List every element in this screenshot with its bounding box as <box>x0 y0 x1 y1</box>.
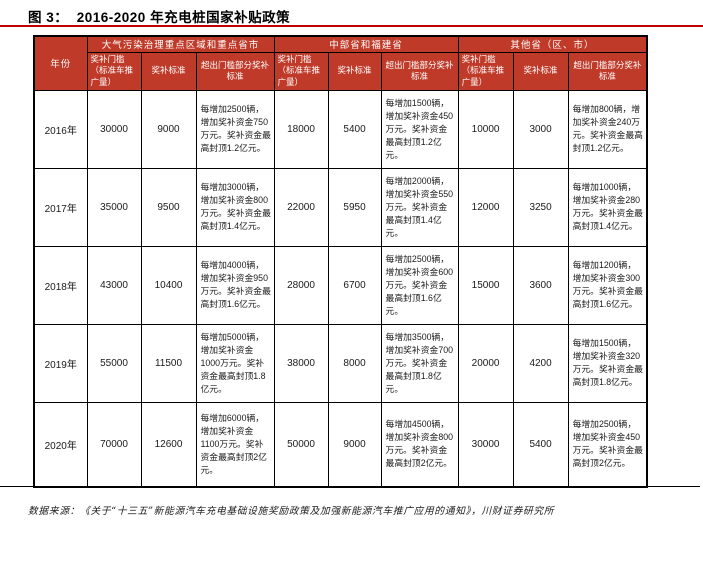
figure-bottom-rule <box>0 486 700 487</box>
standard-cell: 11500 <box>140 323 197 403</box>
title-underline-rule <box>0 25 703 27</box>
standard-cell: 5400 <box>512 401 569 488</box>
standard-cell: 3600 <box>512 245 569 325</box>
threshold-cell: 30000 <box>86 89 142 169</box>
standard-cell: 9000 <box>140 89 197 169</box>
excess-standard-cell: 每增加1500辆，增加奖补资金450万元。奖补资金最高封顶1.2亿元。 <box>380 89 459 169</box>
excess-standard-cell: 每增加3500辆，增加奖补资金700万元。奖补资金最高封顶1.8亿元。 <box>380 323 459 403</box>
excess-standard-cell: 每增加1200辆，增加奖补资金300万元。奖补资金最高封顶1.6亿元。 <box>567 245 648 325</box>
standard-cell: 8000 <box>327 323 382 403</box>
year-cell: 2020年 <box>33 401 88 488</box>
standard-cell: 9000 <box>327 401 382 488</box>
excess-standard-header: 超出门槛部分奖补标准 <box>380 51 459 91</box>
excess-standard-cell: 每增加800辆，增加奖补资金240万元。奖补资金最高封顶1.2亿元。 <box>567 89 648 169</box>
year-cell: 2018年 <box>33 245 88 325</box>
threshold-cell: 30000 <box>457 401 514 488</box>
excess-standard-cell: 每增加2500辆，增加奖补资金600万元。奖补资金最高封顶1.6亿元。 <box>380 245 459 325</box>
threshold-cell: 55000 <box>86 323 142 403</box>
excess-standard-header: 超出门槛部分奖补标准 <box>567 51 648 91</box>
threshold-header: 奖补门槛（标准车推广量） <box>457 51 514 91</box>
excess-standard-cell: 每增加6000辆，增加奖补资金1100万元。奖补资金最高封顶2亿元。 <box>195 401 275 488</box>
excess-standard-cell: 每增加4000辆，增加奖补资金950万元。奖补资金最高封顶1.6亿元。 <box>195 245 275 325</box>
excess-standard-cell: 每增加4500辆，增加奖补资金800万元。奖补资金最高封顶2亿元。 <box>380 401 459 488</box>
table-body: 2016年 30000 9000 每增加2500辆，增加奖补资金750万元。奖补资金最… <box>33 89 648 488</box>
excess-standard-cell: 每增加2500辆，增加奖补资金450万元。奖补资金最高封顶2亿元。 <box>567 401 648 488</box>
group-header-row: 年份 大气污染治理重点区域和重点省市 中部省和福建省 其他省（区、市） <box>33 35 648 91</box>
group-header-other-provinces: 其他省（区、市） <box>457 35 648 53</box>
standard-cell: 10400 <box>140 245 197 325</box>
excess-standard-cell: 每增加5000辆，增加奖补资金1000万元。奖补资金最高封顶1.8亿元。 <box>195 323 275 403</box>
subsidy-policy-table: 年份 大气污染治理重点区域和重点省市 中部省和福建省 其他省（区、市） 奖补门槛… <box>33 35 649 488</box>
excess-standard-cell: 每增加3000辆，增加奖补资金800万元。奖补资金最高封顶1.4亿元。 <box>195 167 275 247</box>
excess-standard-cell: 每增加2500辆，增加奖补资金750万元。奖补资金最高封顶1.2亿元。 <box>195 89 275 169</box>
threshold-cell: 12000 <box>457 167 514 247</box>
threshold-cell: 15000 <box>457 245 514 325</box>
threshold-cell: 35000 <box>86 167 142 247</box>
threshold-header: 奖补门槛（标准车推广量） <box>86 51 142 91</box>
threshold-cell: 38000 <box>273 323 329 403</box>
standard-header: 奖补标准 <box>512 51 569 91</box>
standard-header: 奖补标准 <box>140 51 197 91</box>
threshold-cell: 50000 <box>273 401 329 488</box>
sub-header-row: 奖补门槛（标准车推广量） 奖补标准 超出门槛部分奖补标准 奖补门槛（标准车推广量… <box>34 51 648 91</box>
figure-title: 图 3： 2016-2020 年充电桩国家补贴政策 <box>28 10 291 25</box>
threshold-cell: 43000 <box>86 245 142 325</box>
excess-standard-header: 超出门槛部分奖补标准 <box>195 51 275 91</box>
table-row: 2017年 35000 9500 每增加3000辆，增加奖补资金800万元。奖补资金最… <box>33 167 648 247</box>
standard-cell: 4200 <box>512 323 569 403</box>
data-source-note: 数据来源：《关于“十三五”新能源汽车充电基础设施奖励政策及加强新能源汽车推广应用… <box>28 506 555 517</box>
group-header-pollution-regions: 大气污染治理重点区域和重点省市 <box>86 35 275 53</box>
threshold-cell: 22000 <box>273 167 329 247</box>
standard-cell: 5400 <box>327 89 382 169</box>
year-cell: 2016年 <box>33 89 88 169</box>
table-row: 2020年 70000 12600 每增加6000辆，增加奖补资金1100万元。奖补资… <box>33 401 648 488</box>
year-cell: 2017年 <box>33 167 88 247</box>
standard-cell: 12600 <box>140 401 197 488</box>
threshold-cell: 18000 <box>273 89 329 169</box>
threshold-cell: 20000 <box>457 323 514 403</box>
threshold-cell: 70000 <box>86 401 142 488</box>
excess-standard-cell: 每增加1000辆，增加奖补资金280万元。奖补资金最高封顶1.4亿元。 <box>567 167 648 247</box>
excess-standard-cell: 每增加1500辆，增加奖补资金320万元。奖补资金最高封顶1.8亿元。 <box>567 323 648 403</box>
group-header-central-fujian: 中部省和福建省 <box>273 35 459 53</box>
table-row: 2019年 55000 11500 每增加5000辆，增加奖补资金1000万元。奖补资… <box>33 323 648 403</box>
year-cell: 2019年 <box>33 323 88 403</box>
table-header: 年份 大气污染治理重点区域和重点省市 中部省和福建省 其他省（区、市） 奖补门槛… <box>33 35 648 91</box>
standard-header: 奖补标准 <box>327 51 382 91</box>
threshold-cell: 28000 <box>273 245 329 325</box>
table-row: 2018年 43000 10400 每增加4000辆，增加奖补资金950万元。奖补资金… <box>33 245 648 325</box>
excess-standard-cell: 每增加2000辆，增加奖补资金550万元。奖补资金最高封顶1.4亿元。 <box>380 167 459 247</box>
standard-cell: 6700 <box>327 245 382 325</box>
standard-cell: 3000 <box>512 89 569 169</box>
threshold-header: 奖补门槛（标准车推广量） <box>273 51 329 91</box>
table-row: 2016年 30000 9000 每增加2500辆，增加奖补资金750万元。奖补资金最… <box>33 89 648 169</box>
threshold-cell: 10000 <box>457 89 514 169</box>
year-column-header: 年份 <box>33 35 88 91</box>
standard-cell: 3250 <box>512 167 569 247</box>
standard-cell: 5950 <box>327 167 382 247</box>
standard-cell: 9500 <box>140 167 197 247</box>
